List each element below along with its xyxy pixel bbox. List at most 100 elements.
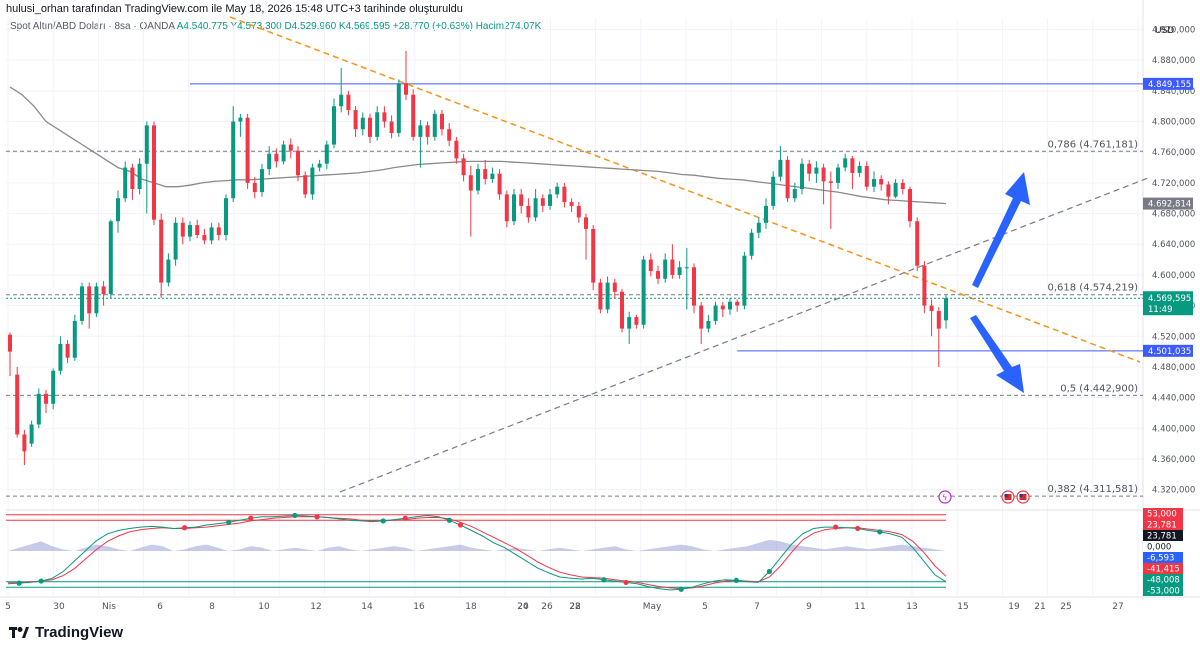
- candle: [468, 166, 473, 237]
- candle: [396, 79, 401, 137]
- candle-body: [180, 222, 185, 237]
- candle: [260, 163, 264, 197]
- candle-body: [864, 166, 869, 187]
- crossover-dot: [457, 522, 464, 528]
- candle-body: [778, 159, 783, 177]
- bearish-arrow-shape: [970, 315, 1024, 393]
- oscillator-value-tag-label: -53,000: [1147, 587, 1180, 597]
- fib-level-label: 0,786 (4.761,181): [1047, 139, 1138, 150]
- candle-body: [756, 222, 761, 233]
- price-level-tag-label: 4.849,155: [1148, 80, 1191, 90]
- candle-body: [771, 176, 776, 206]
- candle-body: [130, 167, 135, 190]
- x-tick-label: 19: [1008, 602, 1020, 612]
- y-tick-label: 4.720,000: [1152, 179, 1195, 189]
- crossover-dot: [181, 525, 188, 531]
- candle: [922, 261, 927, 314]
- candle-body: [310, 167, 315, 195]
- oscillator-value-tag: [1143, 574, 1183, 585]
- candle-body: [641, 259, 646, 325]
- y-tick-label: 4.400,000: [1152, 424, 1195, 434]
- candle: [504, 190, 509, 228]
- candle: [857, 161, 862, 177]
- candle: [202, 228, 207, 245]
- candle-body: [267, 153, 272, 170]
- candle-body: [116, 198, 120, 222]
- candle: [375, 106, 380, 141]
- lightning-icon-glyph: ϟ: [942, 493, 947, 502]
- x-tick-label: Nis: [102, 602, 116, 612]
- candle: [742, 251, 747, 310]
- x-tick-label: 21: [1034, 602, 1045, 612]
- candle: [612, 278, 617, 298]
- candle-body: [260, 169, 264, 193]
- candle-body: [584, 217, 588, 229]
- candle-body: [317, 163, 322, 168]
- crossover-dot: [766, 568, 773, 575]
- candle: [627, 311, 632, 344]
- candle-body: [22, 434, 27, 452]
- descending-trendline: [229, 16, 1141, 363]
- candle: [569, 198, 574, 213]
- oscillator-value-tag: [1143, 519, 1183, 530]
- candle: [29, 420, 34, 447]
- x-tick-label: 14: [361, 602, 373, 612]
- candle: [152, 121, 156, 226]
- x-tick-label: 5: [702, 602, 708, 612]
- candle: [836, 163, 840, 190]
- candle-body: [411, 94, 416, 137]
- candle-body: [252, 182, 257, 193]
- x-tick-label: 10: [258, 602, 270, 612]
- candle-body: [346, 94, 351, 111]
- x-tick-label: 27: [1112, 602, 1123, 612]
- candle: [713, 301, 718, 325]
- candle-body: [425, 125, 430, 137]
- candle: [389, 115, 394, 139]
- candle: [267, 146, 272, 176]
- candle-body: [576, 205, 581, 218]
- candle: [188, 221, 192, 242]
- candle-body: [555, 186, 560, 195]
- candle-body: [742, 255, 747, 306]
- candle-body: [72, 320, 77, 358]
- candle-body: [663, 259, 668, 279]
- candle-body: [51, 370, 56, 404]
- candle: [101, 281, 106, 306]
- candle: [108, 219, 113, 298]
- fib-level-label: 0,618 (4.574,219): [1047, 283, 1138, 294]
- x-tick-label: 16: [413, 602, 425, 612]
- candle: [699, 301, 704, 344]
- candle: [483, 159, 488, 185]
- candle: [195, 219, 200, 239]
- crossover-dot: [446, 517, 453, 523]
- crossover-dot: [16, 580, 22, 586]
- candle: [792, 182, 797, 203]
- candle: [440, 110, 444, 136]
- candle: [87, 282, 92, 329]
- crossover-dot: [601, 577, 607, 583]
- candle: [648, 253, 653, 277]
- oscillator-slow-line: [8, 516, 947, 590]
- candle: [591, 225, 596, 291]
- candle-body: [476, 169, 480, 191]
- candle: [893, 179, 898, 199]
- candle: [281, 140, 286, 165]
- crossover-dot: [402, 515, 408, 521]
- ascending-trendline: [339, 177, 1149, 493]
- x-tick-label: 28: [569, 602, 581, 612]
- candle: [425, 121, 430, 145]
- candle: [728, 297, 732, 315]
- candle: [360, 112, 365, 136]
- candle-body: [454, 140, 459, 159]
- y-tick-label: 4.640,000: [1152, 240, 1195, 250]
- candle: [706, 314, 711, 333]
- candle-body: [569, 202, 574, 206]
- candle-body: [843, 158, 848, 168]
- chart-caption: hulusi_orhan tarafından TradingView.com …: [6, 3, 463, 15]
- bullish-arrow: [972, 172, 1030, 288]
- candle-body: [879, 179, 884, 185]
- ma-price-tag: [1143, 197, 1193, 210]
- candle: [821, 163, 826, 205]
- candle: [584, 213, 588, 260]
